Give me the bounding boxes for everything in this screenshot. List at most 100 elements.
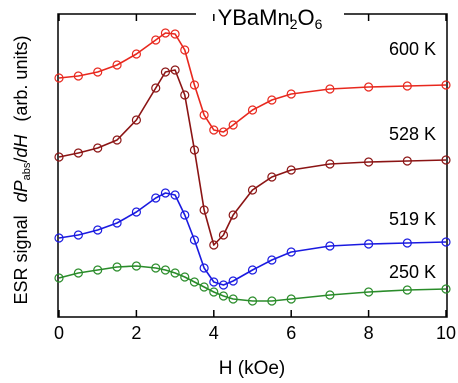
data-point xyxy=(286,294,296,304)
data-point xyxy=(73,71,83,81)
data-point xyxy=(441,80,451,90)
x-tick-label: 2 xyxy=(131,323,141,343)
data-point xyxy=(402,156,412,166)
data-point xyxy=(151,263,161,273)
data-point xyxy=(180,90,190,100)
data-point xyxy=(218,291,229,301)
data-point xyxy=(218,127,229,137)
data-point xyxy=(170,29,180,39)
data-point xyxy=(189,277,200,287)
data-point xyxy=(209,240,219,250)
data-point xyxy=(160,188,171,198)
data-point xyxy=(267,95,277,105)
data-point xyxy=(364,82,374,92)
data-point xyxy=(189,80,200,90)
x-tick-label: 8 xyxy=(364,323,374,343)
data-point xyxy=(247,105,258,115)
data-point xyxy=(73,230,83,240)
data-point xyxy=(189,235,200,245)
data-point xyxy=(286,247,296,257)
data-point xyxy=(93,67,103,77)
series-label: 600 K xyxy=(389,39,436,59)
data-point xyxy=(73,148,83,158)
data-point xyxy=(364,287,374,297)
data-point xyxy=(180,210,190,220)
data-point xyxy=(286,165,296,175)
data-point xyxy=(54,152,64,162)
data-point xyxy=(54,233,64,243)
title-part: YBaMn xyxy=(218,5,290,30)
data-point xyxy=(151,193,161,203)
data-point xyxy=(218,280,229,290)
data-point xyxy=(112,60,122,70)
data-point xyxy=(228,294,238,304)
data-point xyxy=(131,49,141,59)
data-point xyxy=(170,268,180,278)
data-point xyxy=(199,282,209,292)
fit-line xyxy=(58,192,447,286)
data-point xyxy=(441,155,451,165)
y-label-part: ESR signal xyxy=(11,215,31,304)
data-point xyxy=(160,67,171,77)
data-point xyxy=(228,210,238,220)
data-point xyxy=(131,261,141,271)
data-point xyxy=(54,273,64,283)
y-label-part: dH xyxy=(11,134,31,158)
data-point xyxy=(218,230,229,240)
data-point xyxy=(228,276,238,286)
title-sub: 2 xyxy=(290,16,298,32)
data-point xyxy=(112,218,122,228)
data-point xyxy=(267,172,277,182)
data-point xyxy=(180,272,190,282)
x-axis-label: H (kOe) xyxy=(219,358,286,379)
data-point xyxy=(93,225,103,235)
data-point xyxy=(73,268,83,278)
chart-title: YBaMn2O6 xyxy=(218,5,323,32)
data-point xyxy=(209,277,219,287)
x-tick-label: 0 xyxy=(54,323,64,343)
y-axis-label: ESR signal dPabs/dH (arb. units) xyxy=(11,36,33,305)
fit-line xyxy=(58,265,447,302)
data-point xyxy=(267,255,277,265)
x-tick-label: 10 xyxy=(436,323,456,343)
data-point xyxy=(247,296,258,306)
data-point xyxy=(160,265,171,275)
data-point xyxy=(151,35,161,45)
data-point xyxy=(131,207,141,217)
data-point xyxy=(325,84,335,94)
data-point xyxy=(151,83,161,93)
data-point xyxy=(112,135,122,145)
title-sub: 6 xyxy=(315,16,323,32)
data-point xyxy=(199,205,209,215)
data-point xyxy=(160,28,171,38)
data-point xyxy=(325,241,335,251)
data-point xyxy=(170,65,180,75)
y-label-sub: abs xyxy=(21,162,33,180)
data-point xyxy=(112,262,122,272)
title-part: O xyxy=(298,5,315,30)
data-point xyxy=(209,125,219,135)
x-tick-label: 6 xyxy=(286,323,296,343)
y-label-part: (arb. units) xyxy=(11,36,31,122)
data-point xyxy=(441,237,451,247)
y-label-part: dP xyxy=(11,180,31,202)
data-point xyxy=(247,185,258,195)
data-point xyxy=(189,145,200,155)
data-point xyxy=(402,238,412,248)
series-label: 250 K xyxy=(389,262,436,282)
x-tick-label: 4 xyxy=(209,323,219,343)
data-point xyxy=(286,89,296,99)
data-point xyxy=(402,81,412,91)
data-point xyxy=(93,265,103,275)
series-label: 528 K xyxy=(389,124,436,144)
data-point xyxy=(364,239,374,249)
data-point xyxy=(54,73,64,83)
y-label-part: / xyxy=(11,158,31,163)
data-point xyxy=(199,110,209,120)
data-point xyxy=(364,157,374,167)
fit-line xyxy=(58,32,447,133)
fit-line xyxy=(58,69,447,246)
data-point xyxy=(267,296,277,306)
data-point xyxy=(325,159,335,169)
